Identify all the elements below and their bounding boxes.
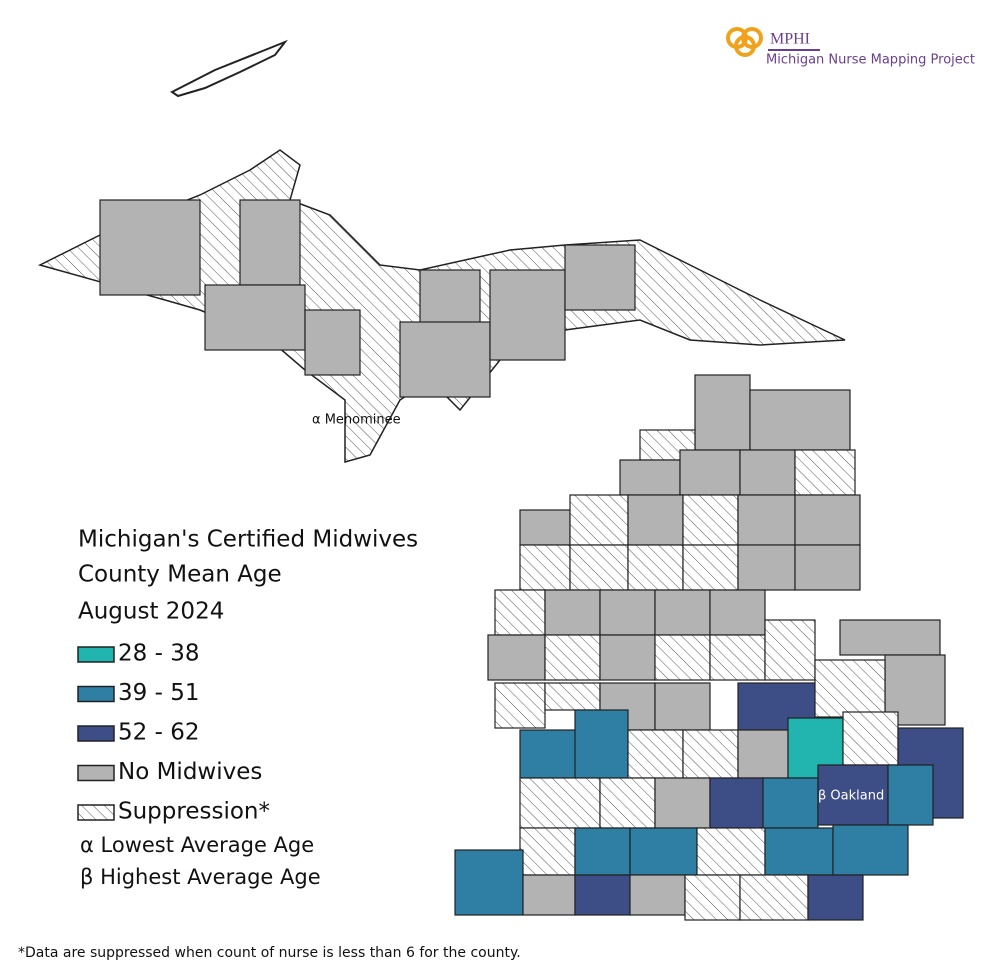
michigan-map (37, 39, 964, 921)
county (544, 589, 601, 636)
legend-label: Suppression* (118, 799, 270, 825)
county (839, 619, 941, 656)
county (619, 459, 681, 496)
county (487, 634, 546, 681)
county (794, 494, 861, 546)
legend-label: 52 - 62 (118, 720, 199, 746)
county (629, 827, 698, 876)
county (764, 827, 834, 876)
county (842, 711, 899, 766)
county (204, 284, 306, 351)
county (489, 269, 566, 361)
county (99, 199, 201, 296)
legend-swatch (77, 764, 115, 782)
county (239, 199, 301, 286)
county (569, 544, 629, 591)
logo-name: MPHI (770, 31, 810, 48)
county (544, 682, 601, 711)
legend-note: β Highest Average Age (80, 865, 321, 889)
isle-royale (170, 39, 289, 98)
county (739, 874, 809, 921)
county (762, 777, 819, 829)
county (564, 244, 636, 311)
annotation: β Oakland (818, 789, 884, 804)
county (739, 449, 796, 496)
county (627, 494, 684, 546)
legend-label: 39 - 51 (118, 680, 199, 706)
county (454, 849, 524, 916)
county (522, 874, 576, 916)
county (737, 544, 796, 591)
logo-ring (734, 35, 756, 57)
county (599, 777, 656, 829)
logo-subtitle: Michigan Nurse Mapping Project (766, 53, 975, 68)
county (654, 634, 711, 681)
county (569, 494, 629, 546)
county (654, 682, 711, 731)
logo: MPHI Michigan Nurse Mapping Project (726, 27, 975, 68)
county (627, 544, 684, 591)
county (737, 729, 789, 779)
county (887, 764, 934, 826)
county (654, 777, 711, 829)
county (399, 321, 491, 398)
county (629, 874, 686, 916)
county (709, 589, 766, 636)
county (832, 824, 909, 876)
legend-date: August 2024 (78, 599, 224, 625)
county (679, 449, 741, 496)
county (574, 874, 631, 916)
county (794, 544, 861, 591)
county (519, 509, 571, 546)
legend-title: County Mean Age (78, 562, 282, 588)
county (694, 374, 751, 451)
county (519, 827, 576, 876)
county (574, 827, 631, 876)
county (749, 389, 851, 451)
legend-swatch (77, 804, 115, 821)
county (814, 659, 886, 718)
county (599, 634, 656, 681)
legend-swatch (77, 646, 115, 663)
county (794, 449, 856, 496)
county (817, 764, 889, 826)
county (682, 544, 739, 591)
county (627, 729, 684, 779)
county (709, 634, 766, 681)
county (599, 589, 656, 636)
county (519, 777, 601, 829)
county (574, 709, 629, 779)
legend-label: 28 - 38 (118, 641, 199, 667)
county (519, 544, 571, 591)
legend-swatch (77, 725, 115, 742)
county (684, 874, 741, 921)
county (494, 589, 546, 636)
county (682, 729, 739, 779)
county (764, 619, 816, 681)
county (419, 269, 481, 326)
county (682, 494, 739, 546)
county (519, 729, 578, 779)
county (696, 827, 766, 876)
county (304, 309, 361, 376)
footnote: *Data are suppressed when count of nurse… (18, 945, 521, 961)
county (737, 494, 796, 546)
legend: Michigan's Certified Midwives County Mea… (77, 527, 418, 889)
legend-swatch (77, 685, 115, 703)
legend-note: α Lowest Average Age (80, 833, 314, 857)
county (654, 589, 711, 636)
legend-label: No Midwives (118, 759, 262, 785)
county (709, 777, 764, 829)
county (494, 682, 546, 729)
annotation: α Menominee (312, 413, 401, 428)
county (807, 874, 864, 921)
county (544, 634, 601, 681)
legend-title: Michigan's Certified Midwives (78, 527, 418, 553)
